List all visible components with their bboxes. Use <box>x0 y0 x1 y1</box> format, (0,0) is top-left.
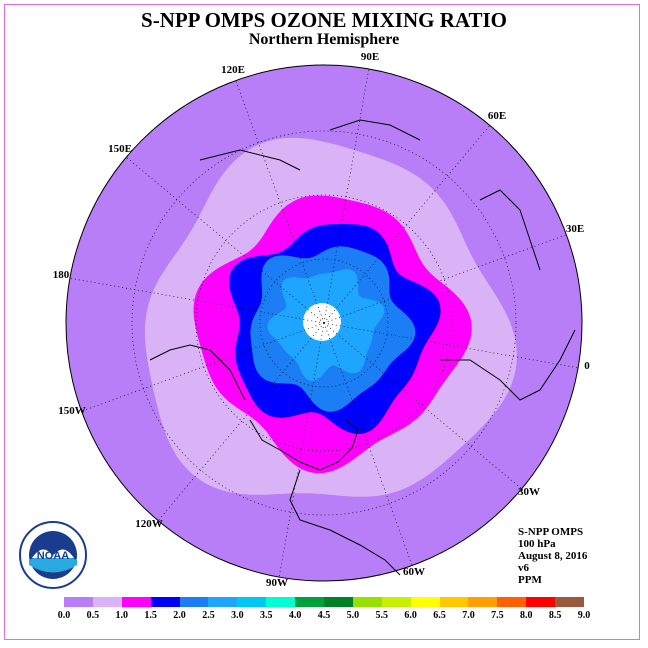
colorbar-swatch <box>555 597 585 607</box>
coastline <box>329 119 421 141</box>
coastline <box>199 149 301 171</box>
lon-label-90e: 90E <box>360 51 380 63</box>
info-units: PPM <box>518 574 542 586</box>
lon-label-120e: 120E <box>221 64 245 76</box>
colorbar-swatch <box>64 597 94 607</box>
colorbar-swatch <box>266 597 296 607</box>
colorbar-tick-label: 6.0 <box>404 610 417 621</box>
colorbar-tick-label: 0.5 <box>86 610 100 621</box>
colorbar-tick-label: 4.0 <box>288 610 302 621</box>
coastline <box>249 419 359 471</box>
lon-label-60e: 60E <box>487 110 507 122</box>
noaa-logo: NOAA <box>19 521 87 589</box>
lon-label-30w: 30W <box>518 486 540 498</box>
colorbar-swatch <box>410 597 441 607</box>
latitude-circle <box>259 258 389 388</box>
colorbar-swatch <box>179 597 209 607</box>
lon-label-120w: 120W <box>135 518 163 530</box>
info-level: 100 hPa <box>518 538 556 550</box>
colorbar-tick-label: 0.0 <box>57 610 71 621</box>
lon-label-0: 0 <box>584 360 590 372</box>
colorbar-tick-label: 8.5 <box>548 610 562 621</box>
coastline <box>289 469 401 576</box>
colorbar-swatch <box>439 597 469 607</box>
colorbar-swatch <box>237 597 267 607</box>
meridian-line <box>323 322 522 490</box>
figure-border <box>4 4 640 640</box>
lon-label-180: 180 <box>52 269 70 281</box>
meridian-line <box>157 322 325 521</box>
lon-label-150w: 150W <box>58 405 86 417</box>
north-pole-cap <box>303 303 341 341</box>
info-date: August 8, 2016 <box>518 550 588 562</box>
coastline <box>479 189 541 271</box>
colorbar-swatch <box>381 597 412 607</box>
colorbar-swatch <box>468 597 498 607</box>
latitude-circle <box>195 194 453 452</box>
colorbar-swatch <box>92 597 123 607</box>
info-block: S-NPP OMPS 100 hPa August 8, 2016 v6 PPM <box>518 526 587 586</box>
meridian-line <box>323 234 567 324</box>
colorbar-swatch <box>208 597 238 607</box>
lon-label-150e: 150E <box>108 143 132 155</box>
info-version: v6 <box>518 562 529 574</box>
colorbar-tick-label: 9.0 <box>577 610 591 621</box>
colorbar-tick-label: 1.5 <box>144 610 157 621</box>
info-instrument: S-NPP OMPS <box>518 526 584 538</box>
colorbar-swatch <box>497 597 527 607</box>
map-subtitle: Northern Hemisphere <box>248 31 400 48</box>
colorbar-tick-label: 2.0 <box>173 610 186 621</box>
meridian-line <box>126 156 325 324</box>
colorbar-tick-label: 5.0 <box>346 610 360 621</box>
colorbar-tick-label: 7.5 <box>491 610 504 621</box>
colorbar-tick-label: 6.5 <box>433 610 446 621</box>
colorbar-tick-label: 2.5 <box>202 610 215 621</box>
colorbar-tick-label: 3.5 <box>259 610 273 621</box>
colorbar <box>64 597 585 607</box>
colorbar-swatch <box>295 597 325 607</box>
colorbar-swatch <box>324 597 354 607</box>
colorbar-swatch <box>352 597 383 607</box>
colorbar-tick-label: 1.0 <box>115 610 129 621</box>
lon-label-60w: 60W <box>403 566 425 578</box>
colorbar-tick-label: 5.5 <box>375 610 389 621</box>
coastline <box>149 344 246 401</box>
meridian-line <box>323 322 413 566</box>
colorbar-swatch <box>121 597 152 607</box>
noaa-logo-text: NOAA <box>37 550 69 562</box>
coastline <box>440 329 576 401</box>
map-title: S-NPP OMPS OZONE MIXING RATIO <box>141 8 507 32</box>
colorbar-tick-label: 7.0 <box>462 610 475 621</box>
colorbar-swatch <box>150 597 181 607</box>
colorbar-tick-label: 3.0 <box>231 610 244 621</box>
latitude-circle <box>131 130 517 516</box>
meridian-line <box>235 80 325 324</box>
lon-label-30e: 30E <box>565 223 585 235</box>
colorbar-swatch <box>526 597 556 607</box>
lon-label-90w: 90W <box>266 577 288 589</box>
meridian-line <box>323 125 491 324</box>
colorbar-tick-label: 8.0 <box>519 610 533 621</box>
meridian-line <box>81 322 325 412</box>
colorbar-tick-label: 4.5 <box>317 610 331 621</box>
